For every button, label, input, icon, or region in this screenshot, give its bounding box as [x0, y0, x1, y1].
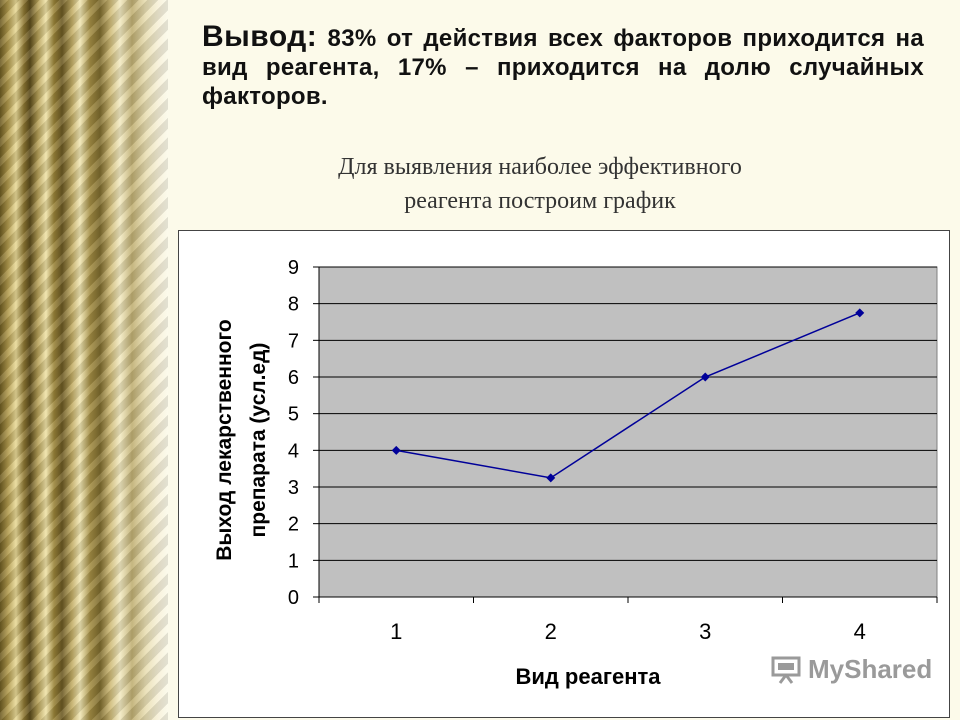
chart-intro: Для выявления наиболее эффективного реаг…	[200, 150, 880, 218]
y-tick-label: 9	[288, 257, 299, 279]
conclusion-lead: Вывод:	[202, 20, 318, 53]
data-point	[855, 308, 865, 318]
y-axis-title-line-2: препарата (усл.ед)	[247, 343, 270, 538]
decorative-side-stripes	[0, 0, 168, 720]
conclusion-text: Вывод: 83% от действия всех факторов при…	[202, 22, 924, 111]
series-line	[396, 312, 861, 479]
data-point	[391, 445, 401, 455]
presentation-icon	[771, 656, 801, 684]
chart-intro-line-1: Для выявления наиболее эффективного	[338, 154, 742, 180]
y-tick-label: 1	[288, 550, 299, 572]
y-tick-label: 3	[288, 477, 299, 499]
chart-intro-line-2: реагента построим график	[404, 188, 676, 214]
x-axis-title: Вид реагента	[515, 664, 661, 689]
conclusion-body: 83% от действия всех факторов приходится…	[202, 25, 924, 110]
data-point	[700, 372, 710, 382]
y-axis-title-line-1: Выход лекарственного	[213, 319, 236, 561]
watermark-text: MyShared	[808, 654, 933, 684]
y-tick-label: 6	[288, 367, 299, 389]
y-tick-label: 0	[288, 587, 299, 609]
y-tick-label: 8	[288, 294, 299, 316]
data-point	[546, 473, 556, 483]
chart-container: 0 1 2 3 4 5 6 7 8 9 1 2 3 4 Вид реагента Выход лекарств…	[178, 230, 950, 718]
x-tick-label: 3	[699, 619, 711, 644]
y-tick-label: 7	[288, 330, 299, 352]
y-tick-label: 2	[288, 514, 299, 536]
line-chart: 0 1 2 3 4 5 6 7 8 9 1 2 3 4 Вид реагента Выход лекарств…	[213, 257, 938, 689]
watermark: MyShared	[770, 654, 932, 685]
y-tick-label: 4	[288, 440, 299, 462]
x-tick-label: 2	[545, 619, 557, 644]
x-tick-label: 1	[390, 619, 402, 644]
y-tick-label: 5	[288, 404, 299, 426]
x-tick-label: 4	[854, 619, 866, 644]
plot-area	[318, 266, 938, 598]
